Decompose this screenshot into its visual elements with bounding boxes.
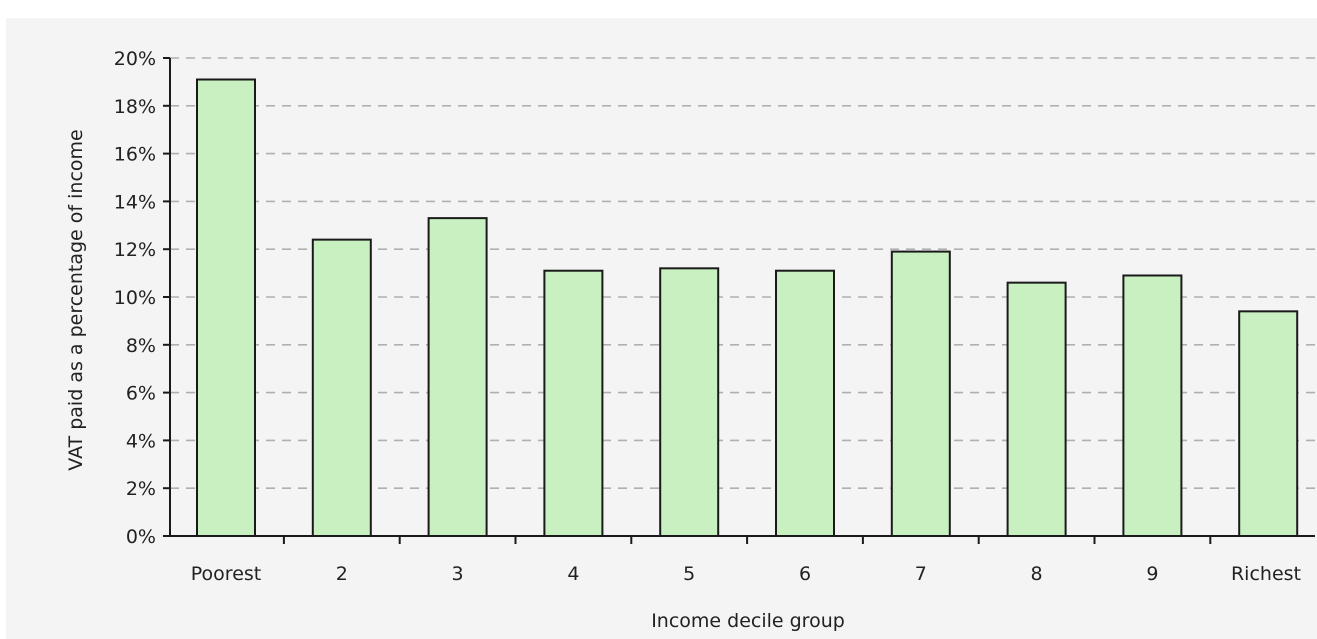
- x-category-label: 9: [1146, 563, 1158, 585]
- x-category-label: 6: [799, 563, 811, 585]
- x-category-label: 3: [452, 563, 464, 585]
- y-tick-label: 4%: [126, 430, 156, 452]
- bar: [543, 269, 604, 537]
- y-tick-label: 0%: [126, 526, 156, 548]
- y-tick-label: 6%: [126, 383, 156, 405]
- y-tick-label: 10%: [114, 287, 156, 309]
- x-category-label: 2: [336, 563, 348, 585]
- bar: [196, 78, 256, 537]
- y-tick-label: 14%: [114, 191, 156, 213]
- axes: [163, 57, 1315, 544]
- y-tick-labels: 0% 2% 4% 6% 8% 10% 12% 14% 16% 18% 20%: [114, 48, 156, 548]
- bar: [659, 267, 720, 537]
- y-tick-label: 12%: [114, 239, 156, 261]
- y-axis-title: VAT paid as a percentage of income: [65, 129, 87, 470]
- x-category-label: 4: [567, 563, 579, 585]
- bar: [775, 269, 835, 537]
- bars: [196, 78, 1299, 537]
- x-category-label: 7: [915, 563, 927, 585]
- y-tick-label: 20%: [114, 48, 156, 70]
- y-tick-label: 16%: [114, 144, 156, 166]
- bar: [427, 217, 488, 537]
- x-category-labels: Poorest 2 3 4 5 6 7 8 9 Richest: [191, 563, 1301, 585]
- x-axis-title: Income decile group: [651, 610, 845, 632]
- y-tick-label: 18%: [114, 96, 156, 118]
- bar: [1006, 281, 1067, 537]
- x-category-label: 8: [1031, 563, 1043, 585]
- x-category-label: 5: [683, 563, 695, 585]
- bar: [311, 238, 372, 537]
- y-tick-label: 2%: [126, 478, 156, 500]
- bar: [1238, 310, 1299, 537]
- x-category-label: Poorest: [191, 563, 261, 585]
- x-category-label: Richest: [1231, 563, 1301, 585]
- bar: [1122, 274, 1183, 537]
- y-tick-label: 8%: [126, 335, 156, 357]
- bar: [890, 250, 951, 537]
